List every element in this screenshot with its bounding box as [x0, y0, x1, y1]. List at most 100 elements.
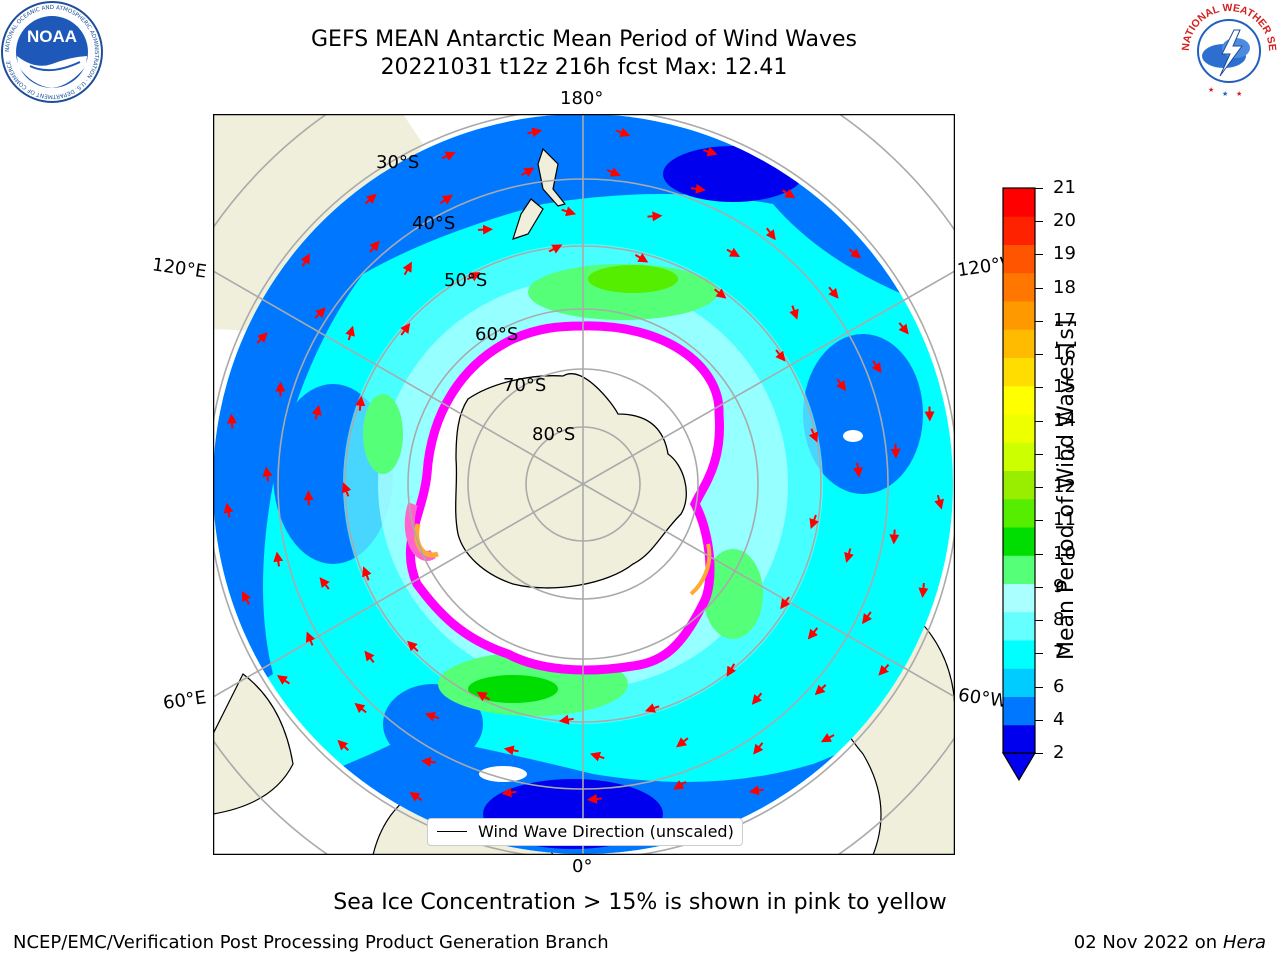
wave-direction-arrow — [548, 244, 563, 254]
wave-direction-arrow — [420, 756, 436, 767]
wave-direction-arrow — [616, 127, 631, 138]
lon-label-60e: 60°E — [161, 687, 208, 714]
lat-label-70s: 70°S — [503, 375, 547, 396]
colorbar-block — [1003, 611, 1035, 641]
wave-direction-arrow — [441, 151, 456, 161]
colorbar-tick-mark — [1035, 686, 1043, 688]
wave-direction-arrow — [589, 751, 605, 762]
wave-direction-arrow — [305, 631, 316, 646]
wave-direction-arrow — [478, 224, 494, 235]
colorbar-tick-label: 13 — [1053, 442, 1076, 464]
wave-direction-arrow — [466, 272, 481, 282]
legend-label: Wind Wave Direction (unscaled) — [478, 822, 734, 841]
colorbar-block — [1003, 527, 1035, 556]
lon-label-120e: 120°E — [150, 254, 208, 283]
svg-text:★: ★ — [1222, 90, 1228, 98]
wave-direction-arrow — [256, 332, 268, 344]
wave-direction-arrow — [409, 792, 423, 802]
wave-direction-arrow — [676, 737, 689, 748]
graticule — [213, 114, 955, 855]
colorbar-tick-label: 19 — [1053, 243, 1076, 265]
chart-subtitle: 20221031 t12z 216h fcst Max: 12.41 — [380, 55, 788, 80]
wave-direction-arrow — [782, 188, 796, 199]
colorbar-block — [1003, 498, 1035, 528]
wave-direction-arrow — [400, 322, 411, 336]
footer-machine: Hera — [1222, 932, 1266, 953]
wave-direction-arrow — [644, 703, 660, 713]
chart-title: GEFS MEAN Antarctic Mean Period of Wind … — [311, 27, 857, 52]
wave-direction-arrow — [300, 253, 310, 267]
colorbar-tick-mark — [1035, 586, 1043, 588]
wave-direction-arrow — [354, 702, 367, 714]
footer-date: 02 Nov 2022 on — [1073, 932, 1218, 953]
colorbar-block — [1003, 724, 1035, 754]
wave-direction-arrow — [319, 577, 330, 590]
colorbar-tick-mark — [1035, 287, 1043, 289]
colorbar-tick-mark — [1035, 320, 1043, 322]
colorbar-tick-mark — [1035, 387, 1043, 389]
wave-direction-arrow — [848, 248, 862, 259]
colorbar-block — [1003, 696, 1035, 726]
wave-direction-arrow — [606, 167, 621, 177]
wave-direction-arrow — [424, 711, 440, 722]
wave-direction-arrow — [355, 395, 366, 411]
wave-direction-arrow — [753, 742, 764, 755]
colorbar-block — [1003, 301, 1035, 330]
wave-direction-arrow — [828, 286, 839, 299]
wave-direction-arrow — [586, 793, 602, 804]
wave-direction-arrow — [362, 566, 372, 581]
map-frame — [213, 114, 955, 855]
wave-direction-arrow — [702, 146, 718, 157]
wave-direction-arrow — [273, 551, 284, 567]
colorbar-tick-label: 17 — [1053, 309, 1076, 331]
colorbar — [1001, 187, 1037, 782]
lat-label-60s: 60°S — [475, 324, 519, 345]
wave-direction-arrow — [807, 627, 819, 640]
wave-direction-arrow — [647, 211, 663, 222]
colorbar-block — [1003, 216, 1035, 245]
wave-direction-arrow — [561, 206, 577, 217]
colorbar-tick-label: 8 — [1053, 609, 1065, 631]
wave-direction-arrow — [311, 404, 322, 420]
colorbar-tick-mark — [1035, 753, 1043, 754]
wave-direction-arrow — [364, 650, 375, 663]
colorbar-tick-mark — [1035, 487, 1043, 489]
wave-direction-arrow — [844, 548, 854, 563]
sea-ice-note: Sea Ice Concentration > 15% is shown in … — [333, 890, 947, 915]
nws-logo: NATIONAL WEATHER SERVICE ★ ★ ★ — [1178, 0, 1278, 99]
colorbar-block — [1003, 640, 1035, 669]
lon-label-0: 0° — [572, 856, 593, 877]
antarctica-land — [455, 373, 687, 589]
wave-direction-arrow — [751, 692, 763, 705]
polar-map — [213, 114, 955, 855]
wave-direction-arrow — [690, 183, 706, 194]
lat-label-40s: 40°S — [412, 213, 456, 234]
footer-right: 02 Nov 2022 on Hera — [1074, 932, 1266, 953]
colorbar-block — [1003, 272, 1035, 302]
colorbar-block — [1003, 470, 1035, 500]
map-legend: Wind Wave Direction (unscaled) — [427, 818, 743, 846]
wave-direction-arrow — [276, 675, 290, 685]
wave-direction-arrow — [369, 240, 380, 253]
colorbar-tick-mark — [1035, 254, 1043, 256]
colorbar-tick-label: 16 — [1053, 343, 1076, 365]
colorbar-tick-mark — [1035, 188, 1043, 189]
colorbar-tick-label: 7 — [1053, 642, 1065, 664]
noaa-text: NOAA — [27, 27, 77, 46]
madagascar-land — [213, 673, 294, 815]
colorbar-block — [1003, 668, 1035, 697]
colorbar-tick-label: 6 — [1053, 675, 1065, 697]
colorbar-block — [1003, 188, 1035, 217]
colorbar-tick-mark — [1035, 420, 1043, 422]
wave-direction-arrow — [345, 325, 355, 341]
colorbar-extend-arrow — [1001, 752, 1037, 782]
wave-direction-arrow — [407, 640, 419, 652]
wave-direction-arrow — [934, 494, 944, 510]
wave-direction-arrow — [871, 360, 882, 374]
wave-direction-arrow — [634, 253, 649, 263]
colorbar-tick-mark — [1035, 719, 1043, 721]
wave-direction-arrow — [898, 322, 909, 335]
wave-direction-arrow — [809, 514, 819, 530]
colorbar-block — [1003, 329, 1035, 358]
colorbar-tick-label: 14 — [1053, 409, 1076, 431]
